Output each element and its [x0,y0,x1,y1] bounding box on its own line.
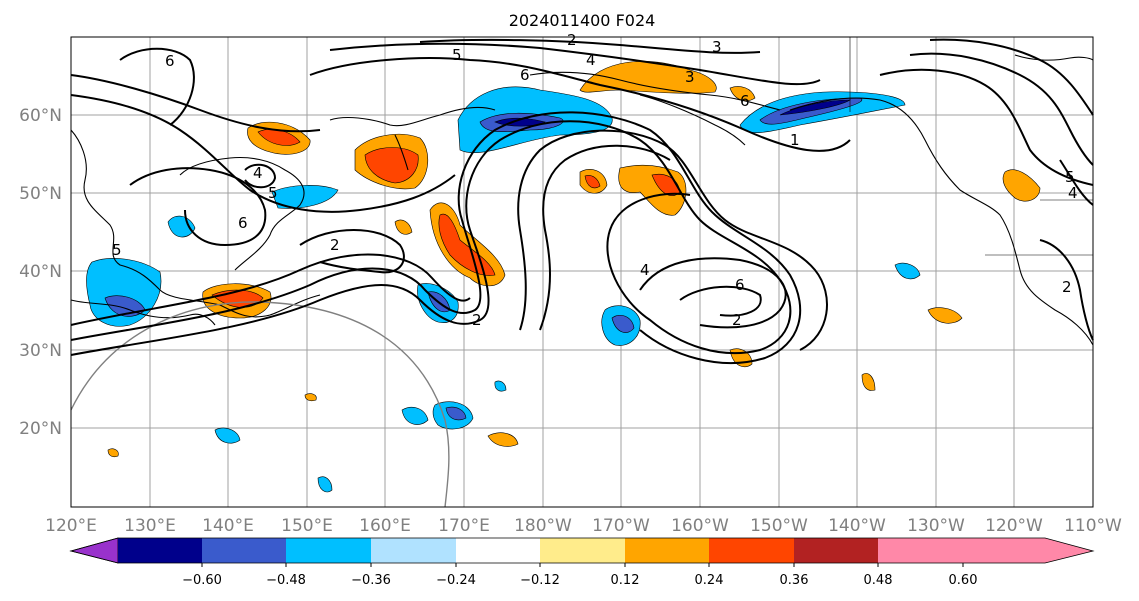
contour-lines [70,38,1094,365]
contour-label: 2 [330,236,340,254]
colorbar-segment [794,538,878,563]
contour-label: 4 [586,51,596,69]
lat-label: 60°N [19,106,62,126]
lon-label: 170°W [592,516,650,536]
lon-label: 160°W [671,516,729,536]
colorbar-label: 0.12 [611,573,640,588]
contour-label: 6 [735,276,745,294]
colorbar-segment [202,538,286,563]
contour-label: 5 [1065,168,1075,186]
colorbar-segment [371,538,456,563]
contour-label: 3 [685,68,695,86]
colorbar-segment [709,538,794,563]
lon-label: 140°W [828,516,886,536]
contour-label: 6 [740,92,750,110]
lon-label: 150°E [281,516,333,536]
contour-label: 6 [520,66,530,84]
contour-label: 4 [253,164,263,182]
contour-label: 6 [165,52,175,70]
lon-label: 130°W [907,516,965,536]
longitude-labels: 120°E 130°E 140°E 150°E 160°E 170°E 180°… [45,516,1122,536]
range-circle [70,301,450,508]
map-border [70,36,1094,508]
colorbar: −0.60 −0.48 −0.36 −0.24 −0.12 0.12 0.24 … [69,537,1095,588]
lon-label: 120°W [985,516,1043,536]
anomaly-shading [86,61,1041,493]
colorbar-label: −0.60 [182,573,222,588]
lat-label: 40°N [19,262,62,282]
contour-label: 6 [238,214,248,232]
lon-label: 140°E [202,516,254,536]
colorbar-extend-high [963,538,1093,563]
colorbar-label: 0.48 [864,573,893,588]
colorbar-label: 0.24 [695,573,724,588]
lon-label: 120°E [45,516,97,536]
colorbar-label: −0.36 [351,573,391,588]
contour-label: 2 [472,311,482,329]
latitude-labels: 60°N 50°N 40°N 30°N 20°N [19,106,62,439]
political-borders [849,37,1093,256]
figure-title: 2024011400 F024 [509,11,656,30]
contour-label: 4 [1068,184,1078,202]
colorbar-segment [540,538,625,563]
colorbar-tick-labels: −0.60 −0.48 −0.36 −0.24 −0.12 0.12 0.24 … [182,573,977,588]
colorbar-label: 0.36 [780,573,809,588]
contour-label: 3 [712,38,722,56]
contour-label: 2 [1062,278,1072,296]
contour-label: 5 [452,46,462,64]
lat-label: 20°N [19,419,62,439]
contour-label: 5 [112,241,122,259]
lon-label: 160°E [359,516,411,536]
contour-label: 2 [732,311,742,329]
colorbar-label: −0.12 [520,573,560,588]
colorbar-segment [286,538,371,563]
contour-label: 5 [268,184,278,202]
contour-label-group: 2 3 4 5 6 6 1 2 4 5 6 6 2 4 6 5 4 2 2 3 … [112,31,1078,329]
lon-label: 150°W [750,516,808,536]
contour-label: 2 [567,31,577,49]
lon-label: 110°W [1064,516,1122,536]
contour-label: 1 [790,131,800,149]
lat-label: 30°N [19,341,62,361]
colorbar-segment [625,538,709,563]
colorbar-segment [118,538,202,563]
lat-label: 50°N [19,184,62,204]
colorbar-outline [69,537,1095,564]
colorbar-label: 0.60 [949,573,978,588]
colorbar-label: −0.24 [436,573,476,588]
colorbar-ticks [201,563,964,567]
coastlines [70,54,1094,346]
colorbar-extend-low [69,537,119,564]
colorbar-label: −0.48 [266,573,306,588]
lon-label: 170°E [438,516,490,536]
colorbar-segment [878,538,963,563]
colorbar-segment [456,538,540,563]
lon-label: 130°E [124,516,176,536]
contour-label: 4 [640,261,650,279]
lon-label: 180°W [514,516,572,536]
